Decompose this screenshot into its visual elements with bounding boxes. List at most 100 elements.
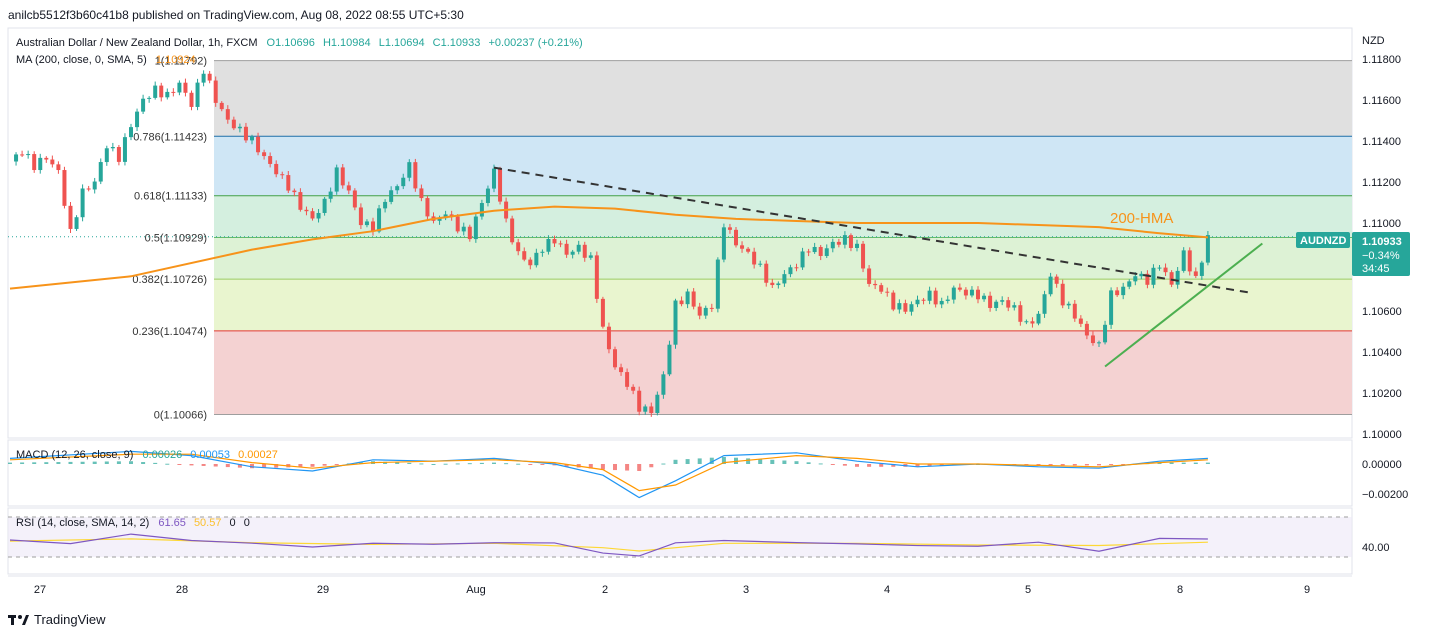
- candle-body: [546, 238, 551, 252]
- time-axis[interactable]: 27 28 29 Aug 2 3 4 5 8 9: [34, 584, 1310, 596]
- chart-svg[interactable]: 1(1.11792) 0.786(1.11423) 0.618(1.11133) 0.…: [0, 0, 1432, 606]
- candle-body: [631, 386, 636, 391]
- candle-body: [243, 126, 248, 141]
- fib-level-label: 0(1.10066): [154, 409, 207, 421]
- footer-brand-text: TradingView: [34, 612, 106, 627]
- macd-hist-bar: [407, 462, 412, 464]
- candle-body: [679, 300, 684, 305]
- candle-body: [806, 251, 811, 253]
- candle-body: [280, 174, 285, 176]
- time-label: 8: [1177, 584, 1183, 596]
- published-line: anilcb5512f3b60c41b8 published on Tradin…: [8, 8, 464, 22]
- rsi-legend-label: RSI (14, close, SMA, 14, 2): [16, 517, 149, 529]
- macd-hist-bar: [116, 461, 121, 464]
- candle-body: [256, 136, 261, 153]
- candle-body: [183, 82, 188, 93]
- candle-body: [770, 282, 775, 286]
- candle-body: [104, 148, 109, 163]
- candle-body: [50, 159, 55, 165]
- macd-hist-bar: [129, 461, 133, 464]
- macd-hist-bar: [709, 457, 714, 464]
- time-label: 4: [884, 584, 890, 596]
- candle-body: [794, 267, 799, 269]
- price-tick: 1.11600: [1362, 95, 1401, 107]
- macd-hist-bar: [1121, 464, 1126, 465]
- footer-brand[interactable]: TradingView: [8, 612, 106, 627]
- candle-body: [268, 156, 273, 164]
- candle-body: [122, 137, 127, 162]
- macd-hist-bar: [697, 458, 702, 464]
- candle-body: [1187, 250, 1192, 272]
- candle-body: [1097, 342, 1101, 344]
- candle-body: [516, 242, 521, 252]
- macd-hist-bar: [20, 462, 25, 464]
- fib-level-label: 1(1.11792): [155, 56, 207, 68]
- fib-level-label: 0.5(1.10929): [145, 233, 207, 245]
- candle-body: [649, 406, 654, 413]
- candle-body: [1036, 313, 1041, 324]
- legend-symbol: Australian Dollar / New Zealand Dollar, …: [16, 37, 257, 49]
- candle-body: [395, 186, 400, 191]
- candle-body: [286, 175, 291, 191]
- candle-body: [141, 98, 146, 112]
- macd-hist-bar: [818, 463, 823, 465]
- candle-body: [68, 205, 73, 229]
- candle-body: [655, 394, 660, 413]
- candle-body: [988, 295, 993, 308]
- candle-body: [1133, 276, 1138, 282]
- macd-hist-bar: [1060, 464, 1065, 466]
- last-price-tag[interactable]: AUDNZD 1.10933 −0.34% 34:45: [1296, 232, 1410, 276]
- candle-body: [776, 283, 781, 286]
- candle-body: [207, 73, 212, 81]
- macd-hist-bar: [1036, 464, 1041, 466]
- candle-body: [14, 154, 19, 162]
- candle-body: [715, 259, 720, 309]
- macd-signal-line: [9, 453, 1208, 492]
- candle-body: [485, 188, 490, 204]
- candle-body: [1163, 267, 1168, 273]
- candle-body: [564, 243, 569, 255]
- svg-text:Australian Dollar / New Zealan: Australian Dollar / New Zealand Dollar, …: [16, 37, 583, 49]
- macd-hist-bar: [552, 464, 557, 466]
- legend-open: O1.10696: [267, 37, 315, 49]
- candle-body: [201, 73, 206, 83]
- candle-body: [915, 299, 920, 305]
- candle-body: [467, 226, 472, 240]
- candle-body: [625, 372, 630, 387]
- candle-body: [836, 241, 841, 245]
- candle-body: [855, 243, 859, 248]
- candle-body: [498, 168, 503, 202]
- macd-hist-bar: [189, 464, 194, 466]
- last-price-change: −0.34%: [1362, 250, 1400, 262]
- time-label: 27: [34, 584, 46, 596]
- candle-body: [637, 390, 642, 412]
- candle-body: [250, 136, 254, 141]
- candle-body: [800, 251, 805, 268]
- macd-hist-bar: [1048, 464, 1053, 466]
- candle-body: [492, 168, 496, 189]
- candle-body: [867, 268, 872, 284]
- candle-body: [921, 299, 926, 301]
- candle-body: [401, 177, 406, 187]
- candle-body: [885, 291, 890, 293]
- macd-hist-bar: [794, 461, 799, 464]
- price-tick: 1.11200: [1362, 177, 1401, 189]
- time-label: 28: [176, 584, 188, 596]
- candle-body: [56, 164, 61, 171]
- macd-hist-bar: [322, 464, 327, 466]
- macd-hist-bar: [516, 463, 521, 465]
- candle-body: [377, 208, 382, 232]
- macd-hist-bar: [528, 464, 533, 465]
- svg-text:RSI (14, close, SMA, 14, 2): RSI (14, close, SMA, 14, 2) 61.65 50.57 …: [16, 517, 250, 529]
- price-scale[interactable]: NZD 1.11800 1.11600 1.11400 1.11200 1.11…: [1362, 35, 1408, 554]
- dashed-resistance-trendline: [493, 166, 1251, 294]
- candle-body: [32, 154, 37, 171]
- candle-body: [824, 248, 829, 256]
- candle-body: [709, 307, 714, 309]
- candle-body: [358, 207, 363, 226]
- candle-body: [274, 163, 279, 175]
- macd-tick: 0.00000: [1362, 459, 1402, 471]
- candle-body: [903, 303, 908, 312]
- candle-body: [135, 111, 140, 128]
- candle-body: [848, 235, 853, 248]
